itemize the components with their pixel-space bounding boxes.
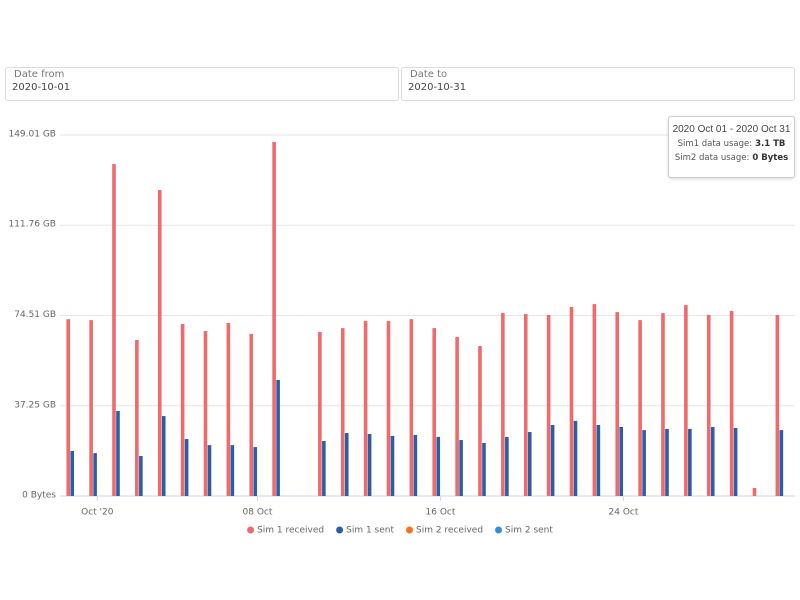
legend-marker (495, 526, 503, 534)
bar (684, 305, 688, 496)
x-tick-label: 16 Oct (426, 508, 456, 518)
date-to-field[interactable]: Date to 2020-10-31 (401, 67, 795, 101)
bar (455, 337, 459, 496)
bar (249, 333, 254, 496)
bar (665, 428, 669, 496)
bar (729, 310, 734, 496)
bar (390, 435, 395, 496)
bar (272, 142, 276, 496)
legend-label: Sim 1 received (257, 526, 324, 536)
bar (363, 321, 368, 496)
bar (505, 436, 509, 496)
y-tick-label: 74.51 GB (14, 310, 56, 320)
bar (432, 328, 437, 496)
bar (779, 430, 784, 496)
x-tick-label: 08 Oct (243, 508, 273, 518)
bar (527, 432, 532, 496)
bar (596, 425, 601, 496)
bar (642, 430, 646, 496)
date-to-label: Date to (410, 69, 448, 80)
tooltip-label: Sim2 data usage: (674, 153, 750, 163)
bar (226, 323, 231, 496)
bar (112, 164, 116, 496)
bar (230, 445, 235, 496)
bar (546, 315, 551, 496)
legend-label: Sim 2 sent (505, 526, 553, 536)
bar (180, 323, 185, 496)
bar (573, 420, 578, 496)
bar (386, 321, 391, 496)
tooltip-title: 2020 Oct 01 - 2020 Oct 31 (672, 124, 791, 135)
x-tick-label: Oct '20 (81, 508, 114, 518)
bar (184, 439, 189, 496)
bar (710, 426, 715, 496)
legend-marker (406, 526, 413, 534)
bar (367, 433, 372, 496)
bar (203, 331, 208, 496)
bar (116, 410, 120, 496)
bar (459, 440, 463, 496)
bar (592, 304, 597, 496)
bar (733, 427, 738, 496)
bar (276, 379, 280, 496)
legend-marker (247, 526, 255, 534)
legend-label: Sim 2 received (416, 526, 483, 536)
bar (413, 434, 418, 496)
tooltip-line: Sim1 data usage: 3.1 TB (669, 137, 794, 151)
bar (93, 453, 97, 496)
y-tick-label: 111.76 GB (8, 220, 56, 230)
bar (139, 456, 143, 496)
bar (253, 447, 258, 496)
bar (706, 315, 711, 496)
bar (523, 314, 528, 496)
bar (569, 307, 574, 496)
bar (478, 346, 482, 496)
bar (436, 436, 441, 496)
bar (344, 433, 349, 496)
bar (157, 190, 162, 496)
bar (161, 416, 166, 496)
bar (619, 426, 624, 496)
bar (89, 320, 93, 496)
legend-label: Sim 1 sent (346, 526, 394, 536)
date-to-value[interactable]: 2020-10-31 (408, 82, 467, 93)
date-from-label: Date from (14, 69, 65, 80)
bar (409, 319, 414, 496)
x-tick-label: 24 Oct (609, 508, 639, 518)
tooltip: 2020 Oct 01 - 2020 Oct 31 Sim1 data usag… (668, 116, 795, 178)
bar (615, 312, 620, 496)
y-tick-label: 0 Bytes (22, 491, 56, 501)
bar (322, 441, 326, 496)
bar (482, 442, 486, 496)
bar (752, 488, 757, 496)
tooltip-label: Sim1 data usage: (677, 139, 753, 149)
tooltip-value: 0 Bytes (752, 153, 789, 163)
date-from-value[interactable]: 2020-10-01 (12, 82, 71, 93)
bar (775, 315, 780, 496)
bar (66, 319, 71, 496)
tooltip-line: Sim2 data usage: 0 Bytes (669, 151, 794, 165)
legend-marker (336, 526, 344, 534)
bar (550, 425, 555, 496)
bar (318, 331, 322, 496)
bar (501, 313, 505, 496)
bar (661, 313, 665, 496)
y-tick-label: 149.01 GB (8, 130, 56, 140)
date-from-field[interactable]: Date from 2020-10-01 (5, 67, 399, 101)
bar (638, 320, 642, 496)
bar (70, 450, 75, 496)
tooltip-value: 3.1 TB (755, 139, 786, 149)
bar (207, 445, 212, 496)
bar (135, 339, 139, 496)
y-tick-label: 37.25 GB (14, 400, 56, 410)
bar (340, 328, 345, 496)
bar (688, 428, 692, 496)
